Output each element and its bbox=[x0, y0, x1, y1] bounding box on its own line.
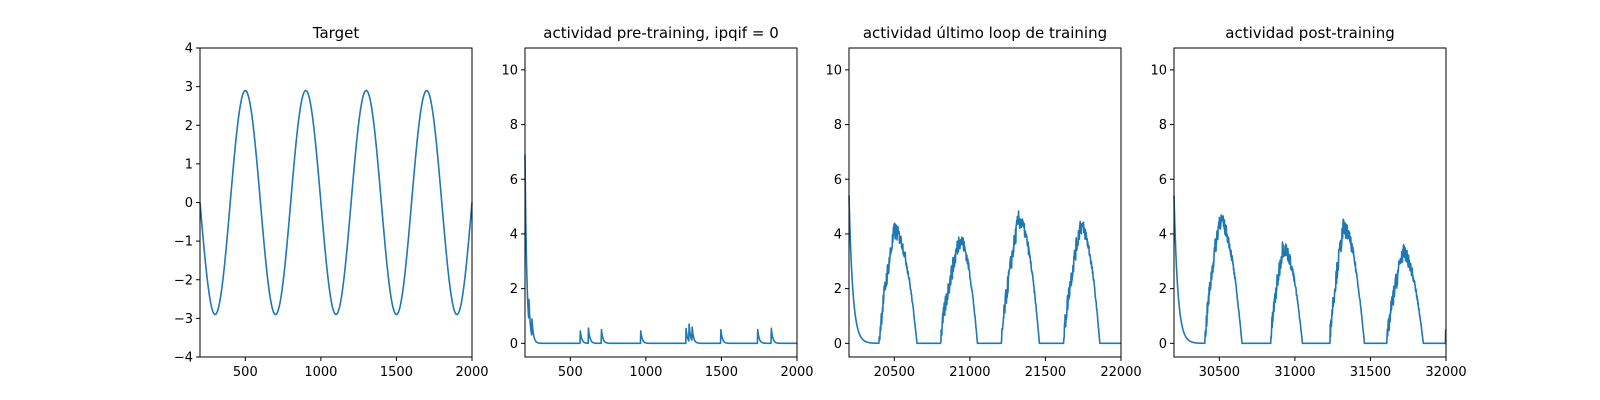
series-line bbox=[524, 154, 798, 345]
x-tick-label: 2000 bbox=[780, 365, 813, 380]
panel-pre-training: actividad pre-training, ipqif = 0 500 1000… bbox=[501, 24, 813, 380]
axes-frame bbox=[199, 47, 473, 358]
y-tick-label: 2 bbox=[1159, 282, 1167, 297]
chart-title: Target bbox=[312, 24, 360, 42]
y-tick-label: 2 bbox=[510, 282, 518, 297]
axes-frame bbox=[848, 47, 1122, 358]
y-tick-label: −3 bbox=[174, 312, 193, 327]
y-tick-label: 10 bbox=[501, 63, 518, 78]
y-tick-label: 4 bbox=[185, 42, 193, 57]
x-tick-label: 21000 bbox=[949, 365, 990, 380]
chart-title: actividad último loop de training bbox=[863, 24, 1107, 42]
axes-frame bbox=[524, 47, 798, 358]
chart-title: actividad pre-training, ipqif = 0 bbox=[543, 24, 779, 42]
y-tick-label: 0 bbox=[510, 337, 518, 352]
x-tick-label: 2000 bbox=[455, 365, 488, 380]
panel-target: Target 500 1000 1500 2000 −4 −3 −2 −1 0 1 2 3 4 bbox=[174, 24, 489, 380]
series-line bbox=[848, 195, 1122, 345]
y-tick-label: 10 bbox=[1150, 63, 1167, 78]
y-tick-label: 3 bbox=[185, 80, 193, 95]
series-line bbox=[199, 89, 473, 316]
y-tick-label: 8 bbox=[834, 118, 842, 133]
x-tick-label: 500 bbox=[233, 365, 258, 380]
x-tick-label: 1000 bbox=[629, 365, 662, 380]
y-tick-label: −4 bbox=[174, 351, 193, 366]
x-tick-label: 30500 bbox=[1199, 365, 1240, 380]
y-tick-label: 0 bbox=[185, 196, 193, 211]
y-tick-label: −2 bbox=[174, 273, 193, 288]
x-tick-label: 500 bbox=[558, 365, 583, 380]
x-tick-label: 20500 bbox=[874, 365, 915, 380]
y-tick-label: 0 bbox=[1159, 337, 1167, 352]
y-tick-label: 2 bbox=[185, 119, 193, 134]
y-tick-label: 4 bbox=[834, 227, 842, 242]
axes-frame bbox=[1173, 47, 1447, 358]
y-tick-label: 4 bbox=[1159, 227, 1167, 242]
y-tick-label: 6 bbox=[834, 173, 842, 188]
y-tick-label: 0 bbox=[834, 337, 842, 352]
x-tick-label: 22000 bbox=[1100, 365, 1141, 380]
y-tick-label: −1 bbox=[174, 235, 193, 250]
x-tick-label: 21500 bbox=[1025, 365, 1066, 380]
x-tick-label: 1500 bbox=[705, 365, 738, 380]
x-tick-label: 1500 bbox=[380, 365, 413, 380]
y-tick-label: 6 bbox=[510, 173, 518, 188]
y-tick-label: 2 bbox=[834, 282, 842, 297]
y-tick-label: 8 bbox=[1159, 118, 1167, 133]
x-tick-label: 31500 bbox=[1350, 365, 1391, 380]
y-tick-label: 6 bbox=[1159, 173, 1167, 188]
x-tick-label: 32000 bbox=[1425, 365, 1466, 380]
panel-post-training: actividad post-training 30500 31000 31500 32… bbox=[1150, 24, 1466, 380]
y-tick-label: 10 bbox=[825, 63, 842, 78]
x-tick-label: 1000 bbox=[304, 365, 337, 380]
y-tick-label: 1 bbox=[185, 157, 193, 172]
y-tick-label: 8 bbox=[510, 118, 518, 133]
chart-title: actividad post-training bbox=[1225, 24, 1394, 42]
series-line bbox=[1173, 195, 1447, 345]
y-tick-label: 4 bbox=[510, 227, 518, 242]
x-tick-label: 31000 bbox=[1274, 365, 1315, 380]
